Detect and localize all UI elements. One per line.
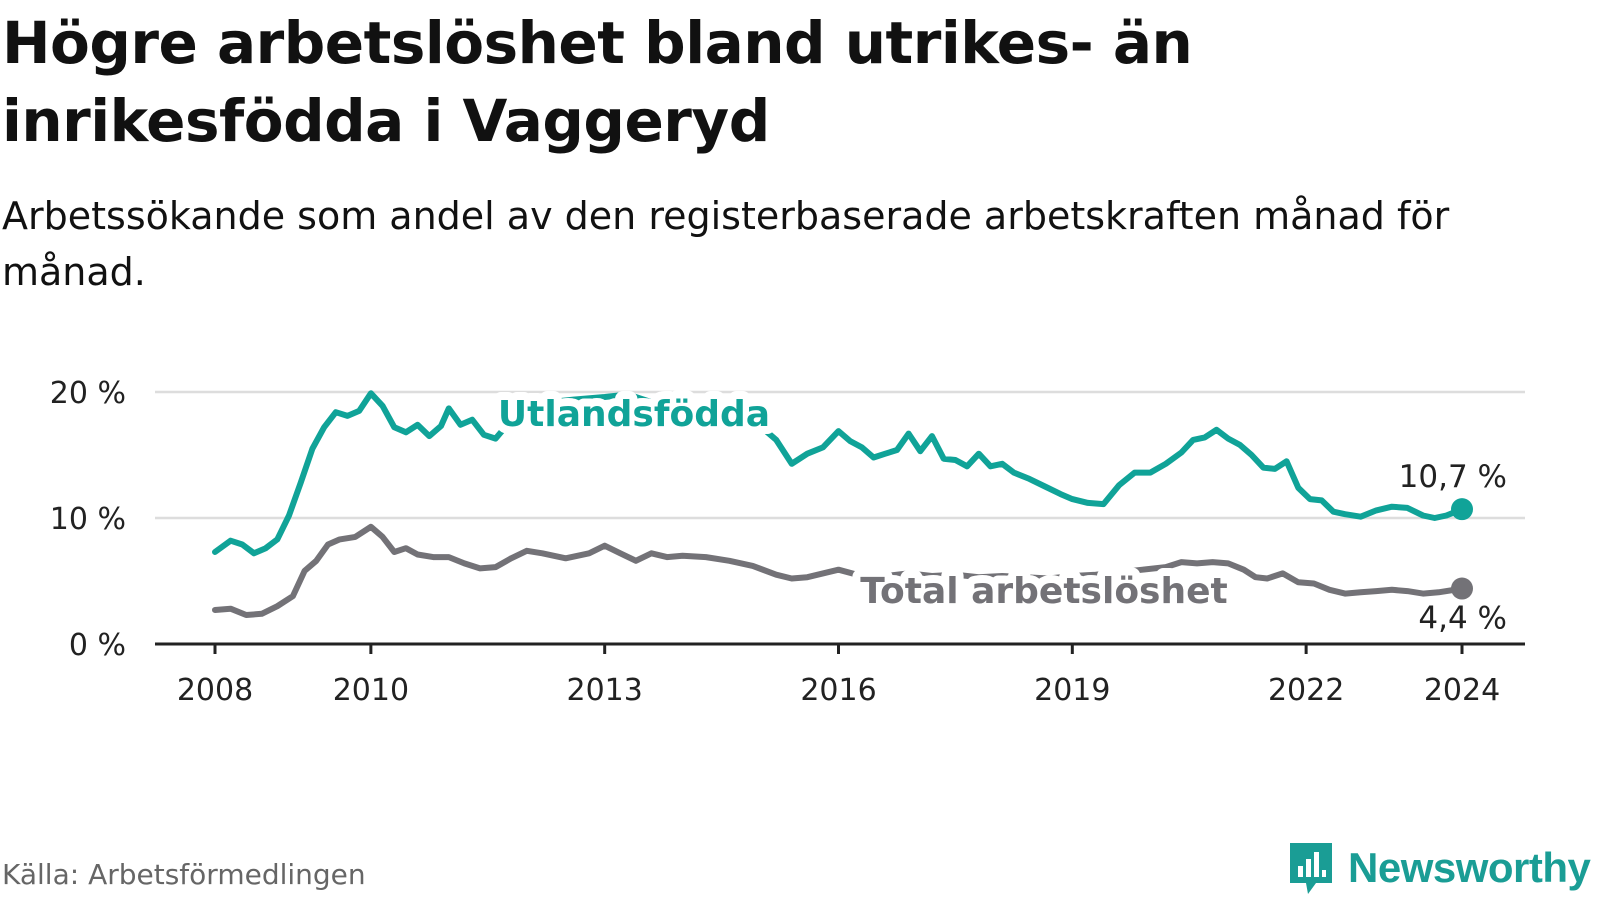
x-tick-label: 2024: [1424, 673, 1500, 708]
end-value-label-total-arbetsloshet: 4,4 %: [1418, 601, 1507, 637]
x-tick-label: 2010: [333, 673, 409, 708]
x-tick-label: 2022: [1268, 673, 1344, 708]
series-line-utlandsfodda: [212, 390, 1465, 557]
chart-subtitle: Arbetssökande som andel av den registerb…: [2, 194, 1450, 294]
newsworthy-logo[interactable]: Newsworthy: [1286, 838, 1591, 898]
newsworthy-logo-icon: [1290, 843, 1332, 894]
series-layer: [212, 390, 1473, 618]
line-chart: 0 %10 %20 %2008 2010 2013 2016 2019 2022 2024 …: [50, 376, 1525, 708]
end-value-label-utlandsfodda: 10,7 %: [1399, 459, 1507, 495]
series-label-total-arbetsloshet: Total arbetslöshet: [860, 571, 1228, 612]
series-endpoint-total-arbetsloshet: [1451, 577, 1473, 600]
label-layer: 10,7 % 4,4 % Utlandsfödda Total arbetslöshe…: [490, 386, 1507, 637]
series-label-utlandsfodda: Utlandsfödda: [498, 394, 770, 435]
x-tick-label: 2013: [567, 673, 643, 708]
y-tick-label: 10 %: [50, 502, 126, 537]
series-endpoint-utlandsfodda: [1451, 498, 1473, 521]
x-tick-label: 2016: [800, 673, 876, 708]
x-tick-label: 2019: [1034, 673, 1110, 708]
axis-layer: 0 % 10 % 20 % 2008 2010 2013 2016 2019 2022 2024: [50, 376, 1525, 708]
chart-title: Högre arbetslöshet bland utrikes- än inr…: [2, 9, 1193, 155]
source-note: Källa: Arbetsförmedlingen: [2, 858, 366, 891]
x-tick-label: 2008: [177, 673, 253, 708]
series-line-total-arbetsloshet: [212, 523, 1465, 618]
grid-layer: [155, 390, 1525, 520]
y-tick-label: 0 %: [69, 628, 126, 663]
brand-name: Newsworthy: [1348, 844, 1591, 891]
y-tick-label: 20 %: [50, 376, 126, 411]
